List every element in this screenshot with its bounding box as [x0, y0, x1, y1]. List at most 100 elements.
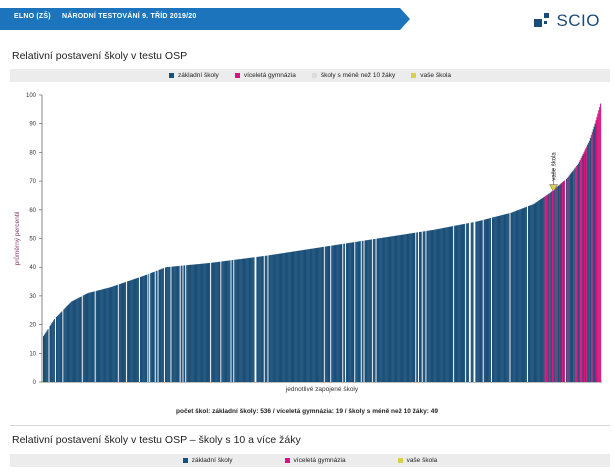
bar — [43, 334, 45, 382]
bar — [49, 326, 51, 382]
bar — [164, 267, 166, 382]
legend-label: základní školy — [177, 72, 219, 79]
bar — [131, 279, 133, 382]
bar — [241, 258, 243, 382]
bar — [578, 161, 580, 382]
bar — [119, 283, 121, 382]
bar — [539, 200, 541, 382]
bar — [130, 280, 132, 382]
bar — [483, 219, 485, 382]
bar — [70, 301, 72, 382]
bar — [192, 264, 194, 382]
bar — [328, 246, 330, 382]
bar — [184, 265, 186, 382]
bar — [508, 213, 510, 382]
bar — [367, 240, 369, 382]
bar — [436, 229, 438, 382]
bar — [258, 256, 260, 382]
bar — [126, 281, 128, 382]
bar — [309, 248, 312, 382]
bar — [489, 218, 491, 382]
bar — [586, 146, 588, 382]
bar — [543, 196, 545, 382]
bar — [423, 231, 425, 382]
bar — [299, 250, 301, 382]
bar — [380, 238, 382, 382]
bar — [455, 225, 458, 382]
bar — [466, 223, 468, 382]
bar — [244, 258, 246, 382]
bar — [52, 321, 54, 382]
bar — [274, 254, 276, 382]
bar — [408, 233, 410, 382]
bar — [337, 244, 339, 382]
bar — [264, 255, 266, 382]
bar — [456, 225, 458, 382]
bar — [58, 314, 60, 382]
bar — [559, 184, 561, 382]
bar — [179, 265, 181, 382]
bar — [117, 284, 119, 382]
bar — [200, 263, 203, 382]
bar — [110, 287, 112, 382]
bar — [579, 159, 581, 382]
bar — [242, 258, 244, 382]
bar — [581, 156, 583, 382]
bar — [47, 328, 49, 382]
bar — [172, 266, 174, 382]
y-tick-label: 50 — [29, 237, 36, 243]
bar — [572, 170, 574, 382]
bar — [232, 260, 234, 382]
bar — [281, 253, 283, 382]
bar — [576, 164, 579, 382]
bar — [338, 244, 340, 382]
bar — [545, 195, 547, 382]
bar — [220, 261, 222, 382]
bar — [64, 308, 66, 382]
bar — [322, 246, 324, 382]
bar — [128, 280, 130, 382]
bar — [116, 284, 118, 382]
bar — [415, 232, 417, 382]
logo-text: SCIO — [556, 11, 600, 30]
bar — [269, 255, 271, 382]
bar — [261, 256, 263, 382]
bar — [420, 231, 422, 382]
bar — [113, 286, 115, 382]
bar — [498, 215, 500, 382]
bar — [293, 251, 295, 382]
bar — [103, 289, 105, 382]
bar — [55, 317, 57, 382]
bar — [347, 243, 349, 382]
bar — [417, 232, 419, 382]
bar — [407, 233, 409, 382]
bar — [461, 224, 463, 382]
y-tick-label: 20 — [29, 323, 36, 329]
bar — [180, 265, 182, 382]
bar — [227, 260, 229, 382]
bar — [288, 252, 290, 382]
bar — [510, 212, 512, 382]
bar — [185, 265, 187, 382]
bar — [156, 270, 158, 382]
bar — [342, 243, 344, 382]
bar — [312, 248, 314, 382]
bar — [536, 201, 538, 382]
bar — [409, 233, 411, 382]
bar — [300, 250, 302, 382]
bar — [95, 290, 97, 382]
bar — [306, 249, 308, 382]
legend-swatch — [234, 73, 240, 78]
bar — [418, 232, 420, 382]
bar — [431, 230, 433, 382]
bar — [512, 212, 514, 382]
bar — [394, 235, 396, 382]
legend-label: základní školy — [191, 457, 233, 464]
bar — [599, 106, 601, 382]
bar — [320, 247, 322, 382]
bar — [69, 302, 71, 382]
bar — [132, 279, 134, 382]
legend-item-zs: základní školy — [168, 72, 219, 79]
bar — [243, 258, 245, 382]
bar — [393, 236, 395, 382]
